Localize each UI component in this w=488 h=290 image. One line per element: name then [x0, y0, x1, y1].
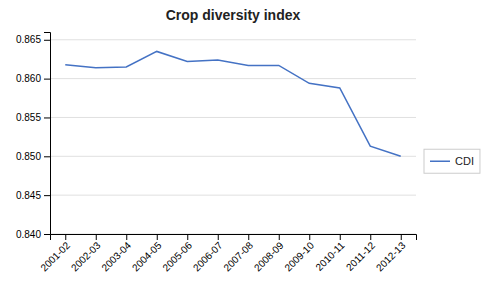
y-tick-label: 0.860 — [16, 73, 41, 84]
y-tick-mark — [44, 40, 50, 41]
y-tick: 0.855 — [16, 112, 50, 123]
x-tick-label: 2011-12 — [344, 239, 378, 273]
x-tick: 2002-03 — [69, 234, 103, 273]
x-tick: 2005-06 — [160, 234, 194, 273]
x-tick-label: 2012-13 — [374, 239, 408, 273]
y-tick: 0.845 — [16, 190, 50, 201]
title: Crop diversity index — [166, 7, 301, 23]
legend-item: CDI — [430, 155, 474, 167]
x-axis-line — [51, 235, 417, 241]
y-tick-mark — [44, 156, 50, 157]
x-tick-label: 2009-10 — [282, 239, 316, 273]
x-tick-label: 2001-02 — [38, 239, 72, 273]
x-tick: 2006-07 — [191, 234, 225, 273]
y-tick-label: 0.865 — [16, 34, 41, 45]
y-tick-label: 0.855 — [16, 112, 41, 123]
legend-swatch — [430, 160, 450, 162]
legend-box — [424, 149, 480, 173]
x-tick-mark — [309, 234, 310, 240]
x-tick-mark — [218, 234, 219, 240]
grid-line — [50, 117, 416, 118]
x-tick-label: 2003-04 — [99, 239, 133, 273]
x-tick-mark — [370, 234, 371, 240]
y-tick: 0.865 — [16, 34, 50, 45]
x-tick: 2010-11 — [313, 234, 347, 273]
x-tick-label: 2008-09 — [252, 239, 286, 273]
grid-line — [50, 195, 416, 196]
y-axis-line — [44, 33, 51, 235]
y-tick-mark — [44, 79, 50, 80]
x-axis: 2001-022002-032003-042004-052005-062006-… — [38, 234, 416, 273]
x-tick-mark — [187, 234, 188, 240]
x-tick: 2012-13 — [374, 234, 408, 273]
x-tick-mark — [401, 234, 402, 240]
legend: CDI — [424, 149, 480, 173]
x-tick-label: 2010-11 — [313, 239, 347, 273]
y-tick-label: 0.845 — [16, 190, 41, 201]
x-tick-label: 2004-05 — [130, 239, 164, 273]
y-tick: 0.840 — [16, 229, 50, 240]
x-tick: 2011-12 — [344, 234, 378, 273]
x-tick-mark — [65, 234, 66, 240]
x-tick-label: 2002-03 — [69, 239, 103, 273]
y-tick: 0.850 — [16, 151, 50, 162]
x-tick: 2003-04 — [99, 234, 133, 273]
x-tick: 2009-10 — [282, 234, 316, 273]
x-tick: 2004-05 — [130, 234, 164, 273]
y-tick: 0.860 — [16, 73, 50, 84]
line — [65, 51, 401, 156]
x-tick: 2008-09 — [252, 234, 286, 273]
y-tick-mark — [44, 234, 50, 235]
marks — [65, 51, 401, 156]
x-tick-mark — [340, 234, 341, 240]
y-tick-mark — [44, 195, 50, 196]
x-tick: 2001-02 — [38, 234, 72, 273]
x-tick-mark — [248, 234, 249, 240]
chart: 2001-022002-032003-042004-052005-062006-… — [0, 0, 488, 290]
x-tick-label: 2006-07 — [191, 239, 225, 273]
y-tick-label: 0.840 — [16, 229, 41, 240]
grid-line — [50, 156, 416, 157]
legend-label: CDI — [455, 155, 474, 167]
x-tick: 2007-08 — [221, 234, 255, 273]
y-tick-mark — [44, 117, 50, 118]
x-tick-mark — [279, 234, 280, 240]
x-tick-label: 2005-06 — [160, 239, 194, 273]
x-tick-mark — [157, 234, 158, 240]
grid-line — [50, 39, 416, 40]
grid — [50, 40, 416, 234]
y-tick-label: 0.850 — [16, 151, 41, 162]
grid-line — [50, 78, 416, 79]
x-tick-label: 2007-08 — [221, 239, 255, 273]
y-axis: 0.840 0.845 0.850 0.855 0.860 0.865 — [16, 33, 51, 240]
x-tick-mark — [126, 234, 127, 240]
x-tick-mark — [96, 234, 97, 240]
plot: 2001-022002-032003-042004-052005-062006-… — [16, 33, 417, 274]
